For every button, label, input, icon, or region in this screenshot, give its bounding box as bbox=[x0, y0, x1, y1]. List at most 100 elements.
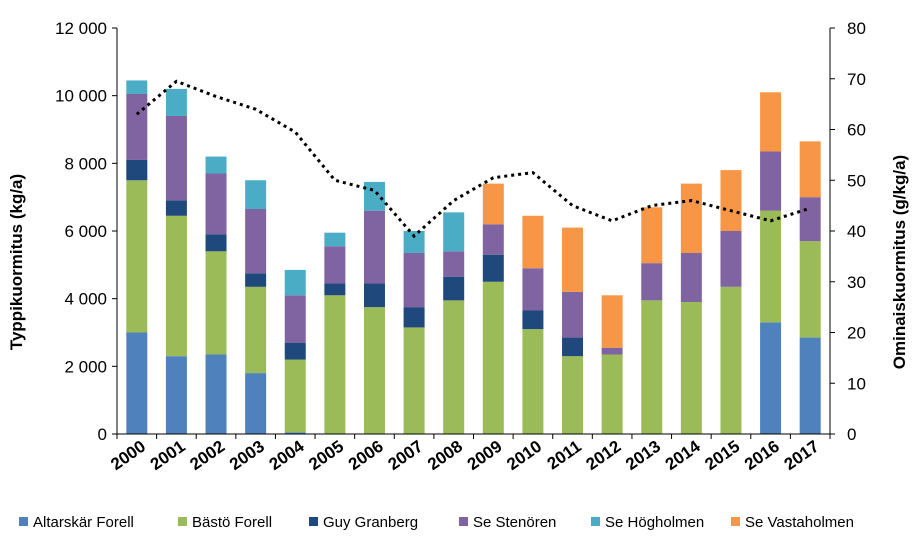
bar-2008-series-2 bbox=[443, 276, 465, 301]
bar-2013-series-1 bbox=[641, 300, 663, 434]
bar-2002-series-2 bbox=[205, 234, 227, 252]
bar-2017-series-3 bbox=[799, 197, 821, 242]
x-tick-label: 2000 bbox=[107, 437, 149, 474]
x-tick-label: 2001 bbox=[147, 437, 189, 474]
bar-2005-series-1 bbox=[324, 295, 346, 434]
bar-2004-series-1 bbox=[284, 359, 306, 433]
bar-2009-series-5 bbox=[482, 183, 504, 225]
left-tick-label: 10 000 bbox=[55, 87, 107, 106]
right-axis-ticks: 0 10 20 30 40 50 60 70 80 bbox=[830, 19, 866, 444]
bar-2000-series-2 bbox=[126, 159, 148, 181]
x-tick-label: 2011 bbox=[544, 437, 585, 474]
bar-2004-series-0 bbox=[284, 432, 306, 434]
bar-2014-series-1 bbox=[680, 302, 702, 434]
bar-2016-series-5 bbox=[760, 92, 782, 152]
x-axis-ticks: 2000200120022003200420052006200720082009… bbox=[107, 434, 831, 474]
left-axis-label: Typpikuormitus (kg/a) bbox=[7, 174, 26, 350]
bar-2004-series-2 bbox=[284, 342, 306, 360]
right-tick-label: 80 bbox=[847, 19, 866, 38]
bar-2010-series-2 bbox=[522, 310, 544, 330]
bar-2007-series-3 bbox=[403, 252, 425, 308]
bar-2007-series-2 bbox=[403, 307, 425, 328]
legend-label-2: Guy Granberg bbox=[323, 514, 418, 531]
bar-2014-series-5 bbox=[680, 183, 702, 253]
bar-2011-series-3 bbox=[562, 291, 584, 338]
ominaiskuormitus-line bbox=[135, 79, 811, 239]
right-tick-label: 30 bbox=[847, 273, 866, 292]
bar-2016-series-3 bbox=[760, 151, 782, 211]
right-axis-label: Ominaiskuormitus (g/kg/a) bbox=[890, 155, 909, 369]
bar-2001-series-3 bbox=[165, 115, 187, 201]
bar-2001-series-2 bbox=[165, 200, 187, 216]
bar-2008-series-3 bbox=[443, 251, 465, 277]
legend-swatch-3 bbox=[459, 517, 468, 526]
bar-2007-series-4 bbox=[403, 231, 425, 253]
bar-2000-series-1 bbox=[126, 180, 148, 333]
legend-swatch-2 bbox=[309, 517, 318, 526]
bar-2003-series-0 bbox=[245, 373, 267, 434]
legend-label-0: Altarskär Forell bbox=[33, 514, 134, 531]
right-tick-label: 20 bbox=[847, 324, 866, 343]
legend-swatch-0 bbox=[19, 517, 28, 526]
bar-2005-series-3 bbox=[324, 246, 346, 284]
bar-2012-series-5 bbox=[601, 295, 623, 348]
x-tick-label: 2003 bbox=[226, 437, 268, 474]
bar-2005-series-2 bbox=[324, 283, 346, 296]
bar-2004-series-3 bbox=[284, 295, 306, 343]
bar-2009-series-3 bbox=[482, 224, 504, 255]
bar-2007-series-1 bbox=[403, 327, 425, 434]
bar-2017-series-5 bbox=[799, 141, 821, 198]
legend-label-1: Bästö Forell bbox=[192, 514, 272, 531]
bar-2010-series-5 bbox=[522, 215, 544, 269]
x-tick-label: 2002 bbox=[186, 437, 228, 474]
x-tick-label: 2016 bbox=[741, 437, 783, 474]
bar-2016-series-1 bbox=[760, 210, 782, 323]
bar-2000-series-4 bbox=[126, 80, 148, 94]
bar-2002-series-0 bbox=[205, 354, 227, 434]
bar-2006-series-1 bbox=[363, 307, 385, 434]
bar-2006-series-3 bbox=[363, 210, 385, 284]
x-tick-label: 2015 bbox=[701, 437, 743, 474]
x-tick-label: 2017 bbox=[781, 437, 823, 474]
bar-2013-series-3 bbox=[641, 263, 663, 301]
left-tick-label: 6 000 bbox=[64, 222, 107, 241]
bar-2001-series-4 bbox=[165, 88, 187, 116]
x-tick-label: 2008 bbox=[424, 437, 466, 474]
legend-label-3: Se Stenören bbox=[473, 514, 556, 531]
bar-2003-series-4 bbox=[245, 180, 267, 210]
x-tick-label: 2012 bbox=[583, 437, 625, 474]
bar-2016-series-0 bbox=[760, 322, 782, 434]
left-tick-label: 2 000 bbox=[64, 357, 107, 376]
bar-2011-series-1 bbox=[562, 356, 584, 434]
right-tick-label: 60 bbox=[847, 121, 866, 140]
bar-2003-series-1 bbox=[245, 286, 267, 374]
bar-2011-series-5 bbox=[562, 227, 584, 292]
bar-2003-series-2 bbox=[245, 273, 267, 287]
x-tick-label: 2004 bbox=[266, 436, 308, 474]
bar-2010-series-1 bbox=[522, 329, 544, 434]
line-layer bbox=[135, 79, 811, 239]
left-tick-label: 8 000 bbox=[64, 154, 107, 173]
bar-2014-series-3 bbox=[680, 252, 702, 303]
bar-2006-series-2 bbox=[363, 283, 385, 308]
legend-swatch-1 bbox=[178, 517, 187, 526]
bar-2017-series-1 bbox=[799, 241, 821, 338]
bar-2008-series-1 bbox=[443, 300, 465, 434]
legend-label-4: Se Högholmen bbox=[605, 514, 704, 531]
bar-2009-series-1 bbox=[482, 281, 504, 434]
bar-2012-series-1 bbox=[601, 354, 623, 434]
bar-2002-series-3 bbox=[205, 173, 227, 235]
bar-2008-series-4 bbox=[443, 212, 465, 252]
right-tick-label: 70 bbox=[847, 70, 866, 89]
right-tick-label: 40 bbox=[847, 222, 866, 241]
bar-2015-series-1 bbox=[720, 286, 742, 434]
bar-2006-series-4 bbox=[363, 181, 385, 211]
bar-2002-series-4 bbox=[205, 156, 227, 174]
bar-2002-series-1 bbox=[205, 251, 227, 355]
bar-2001-series-0 bbox=[165, 356, 187, 434]
legend-swatch-4 bbox=[591, 517, 600, 526]
bar-2017-series-0 bbox=[799, 337, 821, 434]
bar-2011-series-2 bbox=[562, 337, 584, 357]
left-tick-label: 12 000 bbox=[55, 19, 107, 38]
